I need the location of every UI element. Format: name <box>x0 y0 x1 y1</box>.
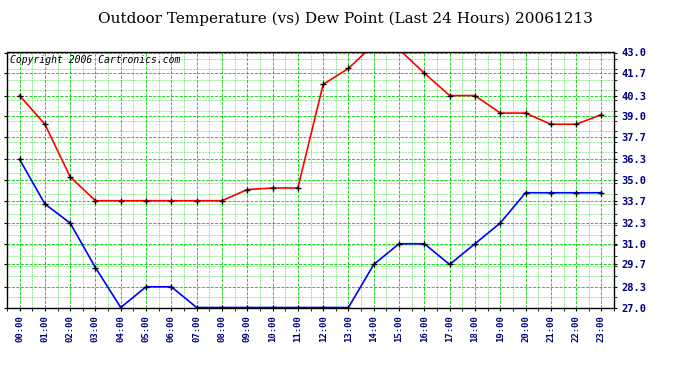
Text: Copyright 2006 Cartronics.com: Copyright 2006 Cartronics.com <box>10 55 180 65</box>
Text: Outdoor Temperature (vs) Dew Point (Last 24 Hours) 20061213: Outdoor Temperature (vs) Dew Point (Last… <box>97 11 593 26</box>
